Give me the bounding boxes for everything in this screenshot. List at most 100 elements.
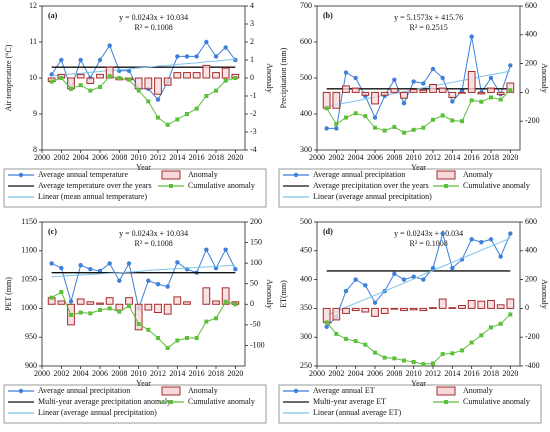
- point: [98, 308, 102, 313]
- y-tick-label: 300: [300, 332, 312, 341]
- y2-tick-label: 4: [250, 1, 254, 10]
- x-tick-label: 2008: [386, 153, 402, 162]
- point: [117, 309, 122, 314]
- point: [175, 338, 180, 343]
- legend-label: Cumulative anomaly: [463, 397, 530, 406]
- point: [223, 78, 228, 83]
- point: [402, 130, 406, 135]
- x-tick-label: 2018: [208, 153, 224, 162]
- point: [223, 299, 228, 304]
- point: [213, 265, 219, 271]
- legend-frame: [3, 168, 267, 208]
- bar: [183, 72, 191, 79]
- point: [117, 76, 122, 80]
- bar: [86, 301, 95, 305]
- series-line: [326, 36, 511, 129]
- panel-title: (a): [48, 11, 58, 20]
- x-tick-label: 2018: [483, 153, 499, 162]
- legend-label: Average annual precipitation: [313, 170, 405, 179]
- legend-marker: [293, 388, 299, 394]
- point: [440, 352, 445, 357]
- y-tick-label: 11: [29, 37, 37, 46]
- y2-tick-label: 2: [250, 37, 254, 46]
- bar: [173, 72, 182, 79]
- point: [450, 265, 455, 271]
- point: [107, 261, 112, 266]
- point: [479, 239, 484, 245]
- bar: [144, 303, 153, 311]
- point: [411, 127, 416, 132]
- point: [401, 277, 407, 282]
- y-tick-label: 500: [300, 217, 312, 226]
- x-tick-label: 2008: [111, 369, 127, 378]
- bar: [332, 91, 341, 109]
- bar: [183, 301, 191, 305]
- legend-marker: [18, 172, 24, 178]
- point: [233, 302, 238, 307]
- point: [411, 79, 416, 84]
- point: [392, 77, 397, 83]
- point: [324, 106, 329, 111]
- point: [440, 75, 445, 81]
- point: [194, 336, 199, 341]
- point: [450, 118, 455, 123]
- point: [146, 327, 151, 332]
- y-axis-label: Air temperature (°C): [4, 44, 13, 111]
- point: [165, 122, 170, 127]
- y-axis-label: ET(mm): [279, 280, 288, 308]
- point: [411, 359, 416, 364]
- legend-label: Anomaly: [463, 386, 493, 395]
- y2-tick-label: -400: [525, 361, 540, 370]
- point: [194, 106, 199, 111]
- equation: y = 0.0243x + 10.034: [394, 229, 463, 238]
- point: [431, 361, 435, 366]
- y-tick-label: 350: [300, 303, 312, 312]
- y2-tick-label: -4: [250, 145, 257, 154]
- x-tick-label: 2006: [367, 369, 383, 378]
- series-line: [51, 41, 236, 101]
- point: [440, 231, 445, 236]
- bar: [86, 77, 95, 84]
- bar: [380, 307, 389, 314]
- point: [392, 124, 397, 129]
- point: [214, 88, 218, 93]
- panel: 2000 2002 2004 2006 2008 2010 2012 2014 2016 2018…: [278, 1, 549, 208]
- x-axis-label: Year: [136, 163, 151, 172]
- point: [324, 324, 329, 330]
- bar: [202, 287, 211, 305]
- point: [324, 320, 329, 325]
- point: [372, 115, 378, 120]
- bar: [438, 87, 447, 93]
- bar: [429, 307, 437, 309]
- bar: [506, 82, 515, 93]
- x-tick-label: 2002: [328, 153, 344, 162]
- legend-label: Anomaly: [463, 170, 493, 179]
- x-tick-label: 2004: [73, 153, 89, 162]
- bar: [173, 296, 182, 305]
- bar: [448, 91, 457, 98]
- point: [421, 362, 426, 367]
- point: [489, 325, 493, 330]
- point: [233, 57, 238, 63]
- y2-tick-label: -50: [250, 320, 261, 329]
- y2-tick-label: 400: [525, 246, 537, 255]
- x-tick-label: 2002: [53, 369, 69, 378]
- bar: [342, 307, 350, 314]
- point: [126, 68, 132, 74]
- point: [146, 99, 151, 104]
- bar: [419, 307, 428, 312]
- point: [372, 300, 378, 305]
- point: [450, 351, 455, 356]
- bar: [361, 91, 370, 96]
- point: [59, 76, 64, 80]
- y2-tick-label: 0: [250, 299, 254, 308]
- bar: [221, 287, 230, 305]
- bar: [115, 303, 124, 311]
- y-tick-label: 500: [300, 73, 312, 82]
- y-tick-label: 9: [33, 109, 37, 118]
- y-tick-label: 8: [33, 145, 37, 154]
- point: [334, 126, 339, 131]
- y2-tick-label: -200: [525, 332, 540, 341]
- bar: [487, 87, 495, 93]
- point: [136, 322, 141, 327]
